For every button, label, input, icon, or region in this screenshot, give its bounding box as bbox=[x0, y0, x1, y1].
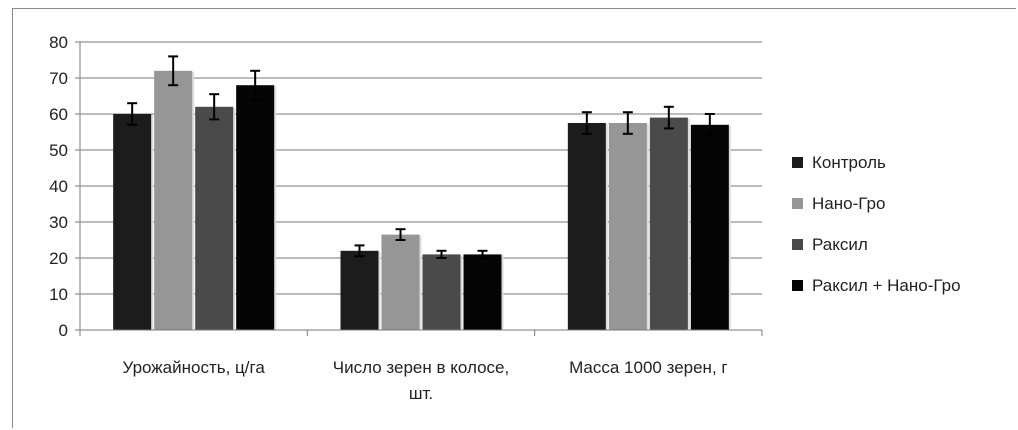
x-category-label: шт. bbox=[409, 384, 433, 403]
bar bbox=[154, 70, 193, 331]
y-tick-label: 30 bbox=[49, 213, 68, 232]
legend-label: Контроль bbox=[812, 153, 886, 172]
legend-swatch bbox=[792, 239, 803, 250]
bar bbox=[422, 254, 461, 330]
error-bars bbox=[127, 55, 715, 259]
y-tick-label: 10 bbox=[49, 285, 68, 304]
legend-label: Нано-Гро bbox=[812, 194, 885, 213]
bar bbox=[608, 123, 647, 330]
legend-label: Раксил + Нано-Гро bbox=[812, 276, 961, 295]
bar bbox=[463, 254, 502, 330]
bar bbox=[236, 85, 275, 330]
bar bbox=[113, 114, 152, 330]
bar bbox=[195, 106, 234, 330]
y-tick-label: 80 bbox=[49, 33, 68, 52]
bar bbox=[381, 234, 420, 330]
chart-frame bbox=[12, 8, 1016, 428]
legend-label: Раксил bbox=[812, 235, 868, 254]
bar bbox=[649, 117, 688, 330]
bar bbox=[690, 124, 729, 330]
x-category-label: Урожайность, ц/га bbox=[123, 358, 266, 377]
bars bbox=[113, 70, 731, 331]
bar bbox=[340, 250, 379, 330]
bar bbox=[567, 123, 606, 330]
y-tick-label: 0 bbox=[59, 321, 68, 340]
y-tick-label: 40 bbox=[49, 177, 68, 196]
y-tick-label: 20 bbox=[49, 249, 68, 268]
legend-swatch bbox=[792, 198, 803, 209]
legend: Контроль Нано-Гро Раксил Раксил + Нано-Гро bbox=[792, 153, 961, 295]
axes: 0 10 20 30 40 50 60 70 80 Урожайность, ц/га Число … bbox=[49, 33, 763, 403]
y-tick-label: 60 bbox=[49, 105, 68, 124]
legend-swatch bbox=[792, 280, 803, 291]
x-category-label: Масса 1000 зерен, г bbox=[569, 358, 728, 377]
y-tick-label: 50 bbox=[49, 141, 68, 160]
x-category-label: Число зерен в колосе, bbox=[333, 358, 509, 377]
y-tick-label: 70 bbox=[49, 69, 68, 88]
legend-swatch bbox=[792, 157, 803, 168]
